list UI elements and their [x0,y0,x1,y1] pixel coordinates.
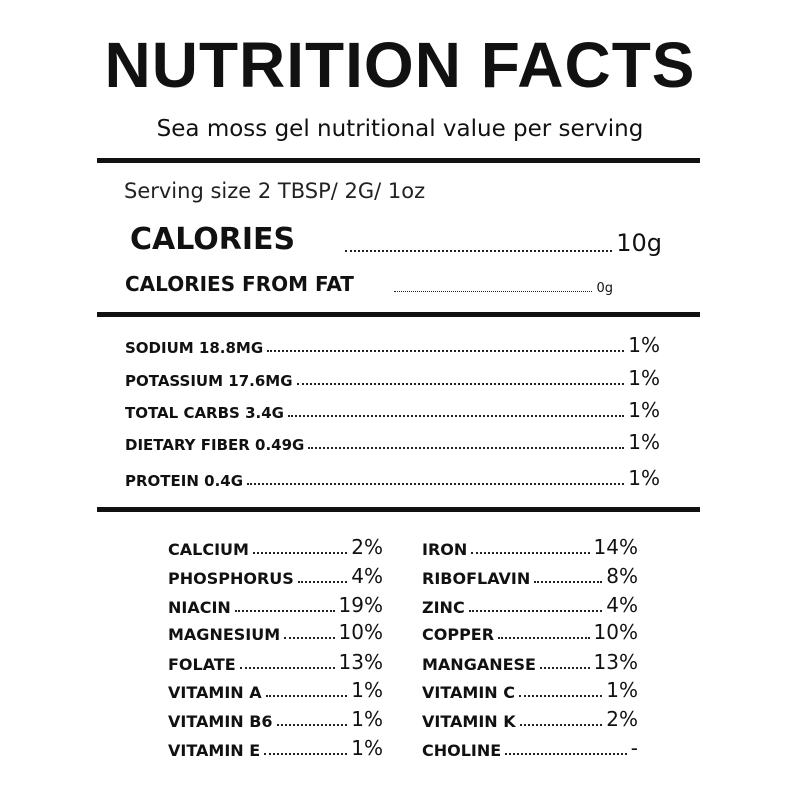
row: PROTEIN 0.4G 1% [125,466,660,490]
row: RIBOFLAVIN 8% [422,564,638,588]
label: SODIUM 18.8MG [125,339,264,357]
divider [97,158,700,163]
leader [519,724,603,726]
leader [264,753,348,755]
value: 19% [338,593,383,617]
leader [308,447,625,449]
leader [518,695,603,697]
row: VITAMIN B6 1% [168,707,383,731]
title: NUTRITION FACTS [104,29,696,101]
leader [296,383,625,385]
label: VITAMIN C [422,683,515,702]
label: TOTAL CARBS 3.4G [125,404,284,422]
leader [276,724,348,726]
leader [247,483,625,485]
row: CALORIES FROM FAT 0g [125,272,613,296]
leader [471,552,590,554]
value: 2% [606,707,638,731]
row: SODIUM 18.8MG 1% [125,333,660,357]
label: PHOSPHORUS [168,569,294,588]
label: DIETARY FIBER 0.49G [125,436,305,454]
value: 4% [606,593,638,617]
divider [97,507,700,512]
value: 1% [606,678,638,702]
row: NIACIN 19% [168,593,383,617]
label: NIACIN [168,598,231,617]
label: CHOLINE [422,741,502,760]
row: DIETARY FIBER 0.49G 1% [125,430,660,454]
row: TOTAL CARBS 3.4G 1% [125,398,660,422]
value: 13% [338,650,383,674]
value: 4% [351,564,383,588]
value: 14% [593,535,638,559]
leader [265,695,348,697]
leader [284,637,335,639]
value: 1% [628,398,660,422]
row: VITAMIN A 1% [168,678,383,702]
value: 2% [351,535,383,559]
leader [239,667,335,669]
label: POTASSIUM 17.6MG [125,372,293,390]
row: FOLATE 13% [168,650,383,674]
divider [97,312,700,317]
label: ZINC [422,598,465,617]
label: RIBOFLAVIN [422,569,531,588]
row: MAGNESIUM 10% [168,620,383,644]
row: POTASSIUM 17.6MG 1% [125,366,660,390]
leader [267,350,625,352]
leader [345,250,613,252]
leader [252,552,348,554]
value: 1% [351,707,383,731]
label: CALORIES [130,222,296,257]
value: 0g [596,281,613,296]
value: - [630,736,638,760]
label: VITAMIN K [422,712,516,731]
value: 1% [628,430,660,454]
label: COPPER [422,625,495,644]
row: VITAMIN K 2% [422,707,638,731]
label: CALCIUM [168,540,249,559]
value: 1% [351,678,383,702]
value: 8% [606,564,638,588]
leader [498,637,590,639]
leader [287,415,625,417]
value: 10g [616,229,662,257]
value: 1% [351,736,383,760]
row: CALORIES 10g [130,222,662,257]
label: VITAMIN B6 [168,712,273,731]
label: IRON [422,540,468,559]
row: VITAMIN E 1% [168,736,383,760]
leader [468,610,603,612]
label: VITAMIN A [168,683,262,702]
row: IRON 14% [422,535,638,559]
row: PHOSPHORUS 4% [168,564,383,588]
value: 1% [628,366,660,390]
leader [505,753,627,755]
leader [534,581,603,583]
row: ZINC 4% [422,593,638,617]
value: 10% [593,620,638,644]
label: PROTEIN 0.4G [125,472,244,490]
subtitle: Sea moss gel nutritional value per servi… [156,116,644,142]
row: CHOLINE - [422,736,638,760]
label: MAGNESIUM [168,625,281,644]
row: CALCIUM 2% [168,535,383,559]
row: VITAMIN C 1% [422,678,638,702]
label: VITAMIN E [168,741,261,760]
row: COPPER 10% [422,620,638,644]
serving-size: Serving size 2 TBSP/ 2G/ 1oz [124,179,426,203]
leader [539,667,590,669]
value: 13% [593,650,638,674]
row: MANGANESE 13% [422,650,638,674]
value: 1% [628,333,660,357]
leader [297,581,348,583]
label: MANGANESE [422,655,536,674]
label: CALORIES FROM FAT [125,272,354,296]
leader [393,291,593,292]
value: 1% [628,466,660,490]
leader [234,610,335,612]
value: 10% [338,620,383,644]
label: FOLATE [168,655,236,674]
